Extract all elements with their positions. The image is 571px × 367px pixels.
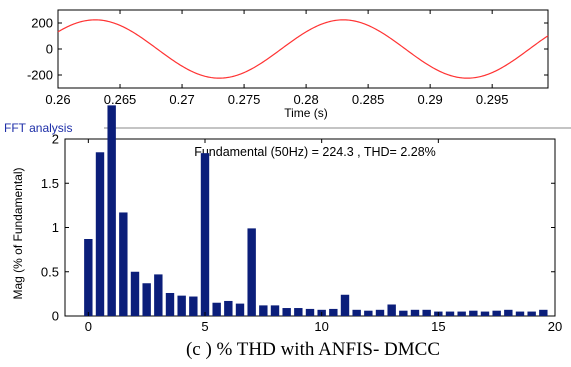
current-waveform-line (57, 19, 549, 79)
fft-x-tick-label: 10 (314, 319, 328, 334)
fft-bar (445, 311, 455, 316)
fft-bar (364, 310, 373, 316)
fft-bar (527, 311, 536, 316)
time-axis-label: Time (s) (284, 106, 328, 120)
fft-bar (154, 274, 163, 316)
fft-y-tick-label: 0.5 (41, 264, 59, 279)
fft-y-tick-label: 0 (52, 309, 59, 324)
time-x-tick-label: 0.29 (417, 92, 442, 107)
time-y-tick-label: 0 (46, 42, 53, 57)
fft-fundamental-title: Fundamental (50Hz) = 224.3 , THD= 2.28% (194, 145, 436, 159)
fft-bar (177, 295, 186, 316)
fft-bar (235, 303, 245, 316)
fft-bar (165, 292, 175, 316)
fft-bar (515, 311, 525, 316)
fft-bar (422, 309, 431, 316)
fft-x-tick-label: 5 (201, 319, 208, 334)
time-y-tick-label: 200 (31, 16, 53, 31)
fft-bar (375, 309, 385, 316)
fft-bar (480, 311, 490, 316)
fft-bar (84, 239, 93, 316)
time-domain-chart: 0.26 0.265 0.27 0.275 0.28 0.285 0.29 0.295 200 0… (27, 9, 549, 120)
fft-bar (200, 153, 210, 316)
fft-bar (387, 304, 396, 316)
fft-bar (469, 310, 478, 316)
fft-bar (142, 283, 151, 316)
time-x-tick-label: 0.27 (169, 92, 194, 107)
fft-bar (119, 212, 128, 316)
fft-bar (504, 309, 513, 316)
fft-bar (189, 296, 198, 316)
time-domain-axes-frame (57, 9, 549, 89)
fft-bar (329, 308, 338, 316)
time-x-tick-label: 0.275 (228, 92, 261, 107)
fft-x-tick-label: 20 (548, 319, 562, 334)
fft-bar (224, 300, 233, 316)
fft-bar (352, 309, 361, 316)
fft-bar (95, 152, 105, 316)
time-x-tick-label: 0.28 (293, 92, 318, 107)
time-x-tick-label: 0.295 (476, 92, 509, 107)
fft-bar (270, 305, 280, 316)
fft-bar (212, 302, 221, 316)
fft-bar (107, 105, 116, 317)
fft-bar (294, 308, 303, 316)
fft-y-tick-label: 1 (52, 220, 59, 235)
fft-bar (340, 294, 350, 316)
fft-chart: FFT analysis Fundamental (50Hz) = 224.3 … (4, 105, 571, 334)
fft-y-tick-label: 1.5 (41, 176, 59, 191)
fft-bar (259, 305, 268, 316)
fft-bar (539, 309, 548, 316)
fft-x-tick-label: 0 (85, 319, 92, 334)
time-x-tick-label: 0.265 (104, 92, 137, 107)
fft-y-axis-label: Mag (% of Fundamental) (11, 167, 25, 299)
figure-caption: (c ) % THD with ANFIS- DMCC (186, 339, 440, 360)
fft-bar (399, 310, 408, 316)
fft-bar (410, 309, 420, 316)
fft-y-tick-label: 2 (52, 132, 59, 147)
fft-bar (457, 311, 466, 316)
time-x-tick-label: 0.26 (45, 92, 70, 107)
time-y-tick-label: -200 (27, 68, 53, 83)
fft-x-tick-label: 15 (431, 319, 445, 334)
fft-bar (305, 308, 315, 316)
fft-analysis-label: FFT analysis (4, 121, 72, 135)
fft-bar (282, 308, 291, 316)
time-x-tick-label: 0.285 (352, 92, 385, 107)
fft-bar (492, 310, 501, 316)
fft-bar (130, 271, 140, 316)
fft-bar (247, 228, 256, 316)
